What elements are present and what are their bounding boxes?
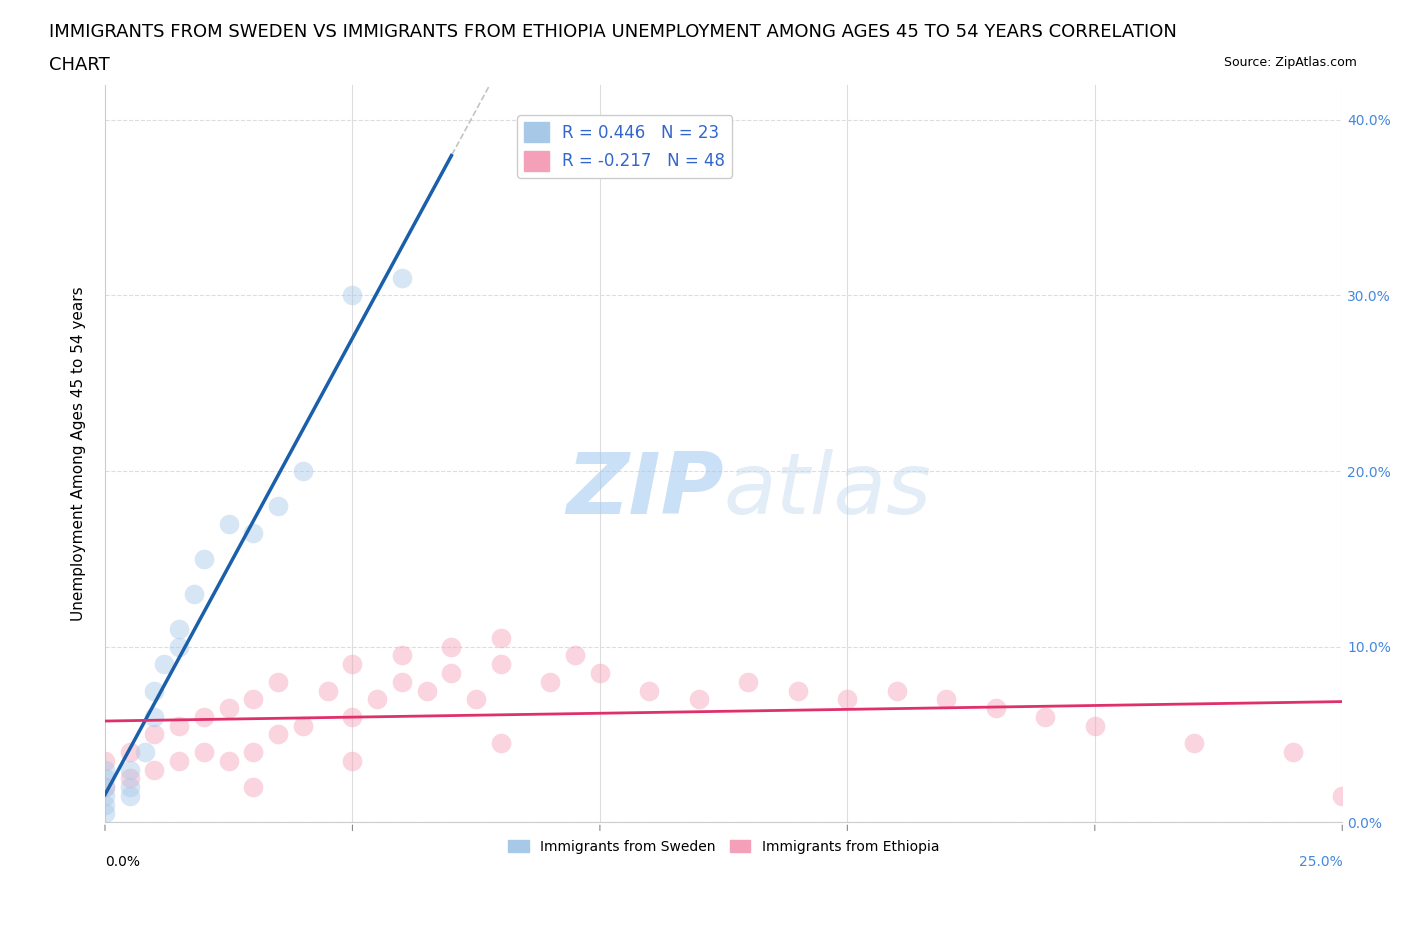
Point — [538, 674, 561, 689]
Point — [143, 763, 166, 777]
Point — [94, 771, 117, 786]
Point — [167, 639, 190, 654]
Point — [167, 753, 190, 768]
Point — [94, 753, 117, 768]
Point — [342, 288, 364, 303]
Text: CHART: CHART — [49, 56, 110, 73]
Point — [316, 684, 339, 698]
Point — [94, 763, 117, 777]
Text: 25.0%: 25.0% — [1299, 856, 1343, 870]
Point — [786, 684, 808, 698]
Point — [267, 674, 290, 689]
Point — [94, 789, 117, 804]
Point — [886, 684, 908, 698]
Point — [167, 718, 190, 733]
Point — [440, 639, 463, 654]
Point — [489, 736, 512, 751]
Point — [984, 700, 1007, 715]
Point — [267, 727, 290, 742]
Point — [1281, 745, 1303, 760]
Text: 0.0%: 0.0% — [105, 856, 141, 870]
Point — [242, 779, 264, 794]
Point — [118, 763, 141, 777]
Point — [935, 692, 957, 707]
Point — [143, 684, 166, 698]
Point — [440, 666, 463, 681]
Point — [489, 631, 512, 645]
Point — [391, 648, 413, 663]
Legend: Immigrants from Sweden, Immigrants from Ethiopia: Immigrants from Sweden, Immigrants from … — [503, 834, 945, 859]
Point — [94, 797, 117, 812]
Point — [737, 674, 759, 689]
Point — [391, 271, 413, 286]
Point — [167, 621, 190, 636]
Point — [589, 666, 612, 681]
Point — [118, 789, 141, 804]
Point — [291, 464, 314, 479]
Text: atlas: atlas — [724, 449, 932, 532]
Point — [638, 684, 661, 698]
Point — [1331, 789, 1354, 804]
Point — [94, 806, 117, 821]
Point — [342, 657, 364, 671]
Point — [218, 753, 240, 768]
Point — [366, 692, 388, 707]
Point — [465, 692, 488, 707]
Point — [183, 587, 205, 602]
Point — [1033, 710, 1056, 724]
Text: Source: ZipAtlas.com: Source: ZipAtlas.com — [1223, 56, 1357, 69]
Point — [193, 745, 215, 760]
Point — [837, 692, 859, 707]
Y-axis label: Unemployment Among Ages 45 to 54 years: Unemployment Among Ages 45 to 54 years — [72, 286, 86, 621]
Point — [489, 657, 512, 671]
Point — [267, 498, 290, 513]
Point — [564, 648, 586, 663]
Point — [342, 710, 364, 724]
Point — [242, 692, 264, 707]
Point — [291, 718, 314, 733]
Point — [218, 700, 240, 715]
Point — [118, 779, 141, 794]
Point — [218, 516, 240, 531]
Point — [193, 551, 215, 566]
Point — [143, 710, 166, 724]
Point — [342, 753, 364, 768]
Point — [1182, 736, 1205, 751]
Point — [1084, 718, 1107, 733]
Text: ZIP: ZIP — [567, 449, 724, 532]
Point — [242, 525, 264, 540]
Point — [688, 692, 710, 707]
Point — [415, 684, 437, 698]
Point — [94, 779, 117, 794]
Text: IMMIGRANTS FROM SWEDEN VS IMMIGRANTS FROM ETHIOPIA UNEMPLOYMENT AMONG AGES 45 TO: IMMIGRANTS FROM SWEDEN VS IMMIGRANTS FRO… — [49, 23, 1177, 41]
Point — [153, 657, 176, 671]
Point — [118, 771, 141, 786]
Point — [242, 745, 264, 760]
Point — [193, 710, 215, 724]
Point — [391, 674, 413, 689]
Point — [134, 745, 156, 760]
Point — [94, 779, 117, 794]
Point — [118, 745, 141, 760]
Point — [143, 727, 166, 742]
